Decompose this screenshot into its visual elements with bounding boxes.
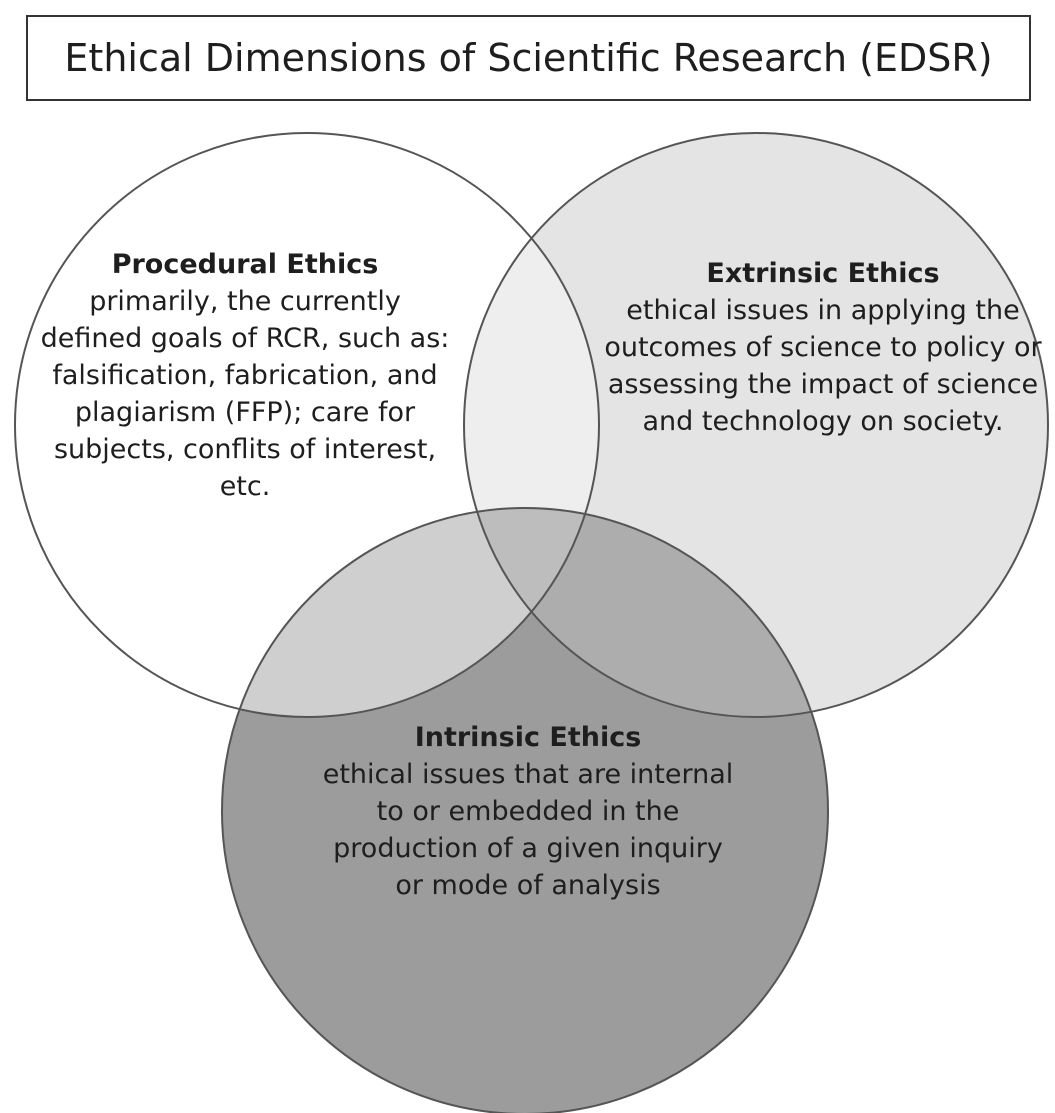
- procedural-ethics-description: primarily, the currently defined goals o…: [40, 286, 450, 502]
- title-box: Ethical Dimensions of Scientific Researc…: [26, 15, 1031, 101]
- overlap-extrinsic-intrinsic: [464, 508, 828, 717]
- extrinsic-ethics-label: Extrinsic Ethics ethical issues in apply…: [598, 255, 1048, 440]
- diagram-title: Ethical Dimensions of Scientific Researc…: [64, 36, 993, 80]
- extrinsic-ethics-heading: Extrinsic Ethics: [706, 258, 940, 289]
- procedural-ethics-label: Procedural Ethics primarily, the current…: [40, 246, 450, 505]
- procedural-outline: [14, 132, 600, 718]
- intrinsic-ethics-heading: Intrinsic Ethics: [414, 722, 642, 753]
- procedural-ethics-heading: Procedural Ethics: [111, 249, 379, 280]
- overlap-procedural-intrinsic: [222, 508, 599, 717]
- intrinsic-ethics-label: Intrinsic Ethics ethical issues that are…: [318, 719, 738, 904]
- extrinsic-outline: [463, 132, 1049, 718]
- intrinsic-outline: [221, 507, 829, 1113]
- intrinsic-ethics-description: ethical issues that are internal to or e…: [322, 759, 734, 901]
- extrinsic-ethics-description: ethical issues in applying the outcomes …: [604, 295, 1042, 437]
